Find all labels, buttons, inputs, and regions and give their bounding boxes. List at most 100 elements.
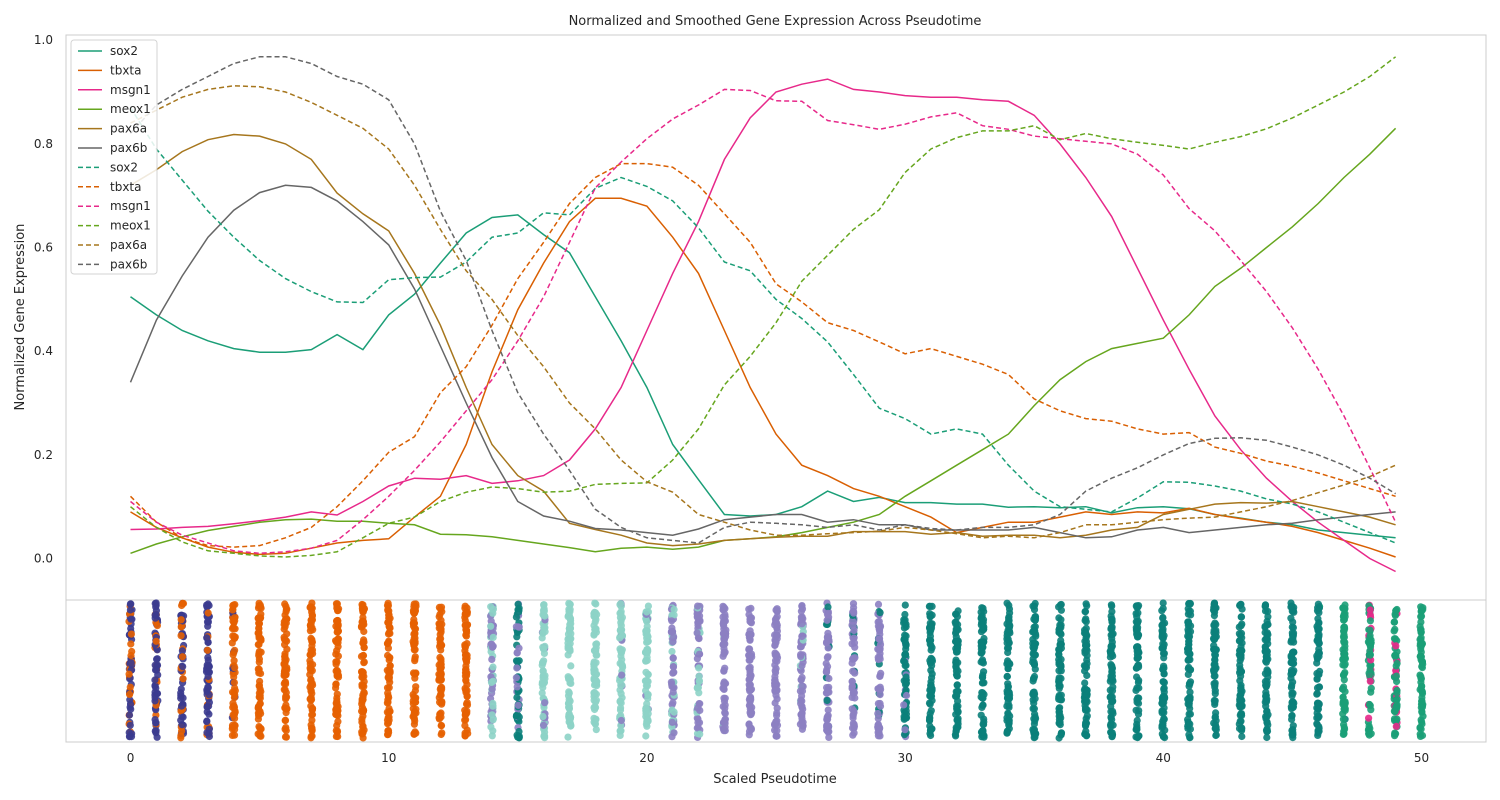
series-lines	[129, 56, 1397, 573]
cell-dot	[1289, 701, 1297, 709]
cell-dot	[1340, 623, 1348, 631]
cell-dot	[979, 616, 988, 624]
cell-dot	[1005, 719, 1013, 727]
cell-dot	[435, 624, 443, 632]
cell-dot	[1313, 659, 1321, 667]
cell-dot	[488, 655, 496, 664]
cell-strip	[1287, 599, 1298, 742]
legend-label: tbxta	[110, 63, 141, 77]
cell-dot	[1160, 693, 1168, 701]
cell-dot	[669, 669, 677, 677]
cell-dot	[255, 599, 263, 607]
cell-dot	[566, 715, 574, 723]
cell-strip	[1364, 601, 1375, 739]
cell-dot	[902, 632, 910, 640]
cell-dot	[670, 708, 678, 716]
x-tick-label: 10	[381, 751, 396, 765]
cell-dot	[1287, 614, 1295, 622]
cell-dot	[1186, 688, 1194, 696]
cell-dot	[1289, 722, 1297, 730]
expression-plot: 0.0 0.2 0.4 0.6 0.8 1.0	[34, 33, 1487, 601]
legend-label: pax6b	[110, 141, 147, 155]
cell-dot	[1005, 617, 1013, 625]
cell-dot	[1031, 690, 1039, 698]
cell-dot	[1057, 662, 1065, 670]
cell-dot	[333, 628, 341, 636]
cell-dot	[591, 703, 599, 711]
cell-dot	[1184, 656, 1192, 664]
cell-dot	[1210, 719, 1218, 727]
cell-dot	[694, 715, 702, 723]
cell-dot	[1261, 698, 1269, 706]
cell-dot	[1133, 663, 1141, 671]
cell-dot	[127, 659, 135, 667]
cell-dot	[644, 710, 652, 718]
cell-dot	[773, 605, 781, 613]
cell-dot	[1005, 622, 1013, 631]
cell-dot	[437, 709, 445, 717]
series-line-pax6a-dashed	[130, 85, 1396, 539]
cell-dot	[127, 651, 135, 660]
cell-dot	[254, 730, 262, 738]
cell-dot	[1418, 718, 1426, 726]
cell-dot	[849, 655, 857, 663]
cell-dot	[746, 636, 754, 644]
cell-dot	[541, 675, 549, 683]
cell-dot	[228, 731, 236, 740]
cell-dot	[1393, 659, 1401, 668]
cell-dot	[668, 611, 676, 619]
cell-dot	[900, 657, 908, 665]
cell-dot	[437, 730, 445, 739]
cell-dot	[1263, 678, 1271, 686]
cell-strip	[538, 601, 549, 742]
cell-dot	[798, 673, 806, 682]
cell-dot	[566, 645, 574, 653]
cell-dot	[977, 608, 985, 616]
cell-dot	[1417, 683, 1426, 691]
cell-dot	[332, 710, 340, 718]
cell-dot	[1186, 720, 1194, 728]
cell-strip	[1055, 600, 1066, 742]
cell-dot	[1340, 723, 1348, 732]
cell-dot	[1315, 671, 1323, 679]
cell-dot	[125, 711, 134, 719]
cell-dot	[1133, 654, 1141, 663]
cell-dot	[384, 692, 392, 700]
cell-dot	[1340, 633, 1348, 641]
cell-dot	[358, 618, 366, 626]
cell-dot	[696, 730, 704, 738]
cell-strip	[383, 599, 394, 739]
x-tick-label: 50	[1414, 751, 1429, 765]
cell-dot	[669, 688, 677, 696]
cell-dot	[127, 630, 135, 638]
cell-dot	[435, 675, 443, 684]
cell-dot	[539, 659, 547, 667]
series-line-pax6b-dashed	[129, 56, 1396, 544]
cell-dot	[1186, 600, 1194, 608]
cell-dot	[461, 711, 469, 719]
cell-dot	[1209, 606, 1218, 614]
cell-dot	[719, 719, 728, 727]
cell-dot	[798, 620, 806, 628]
cell-dot	[953, 705, 961, 713]
cell-dot	[1238, 732, 1246, 741]
cell-dot	[488, 685, 496, 693]
cell-dot	[1134, 617, 1142, 625]
cell-dot	[980, 720, 988, 729]
cell-dot	[1263, 733, 1271, 742]
cell-strip	[125, 600, 136, 741]
cell-dot	[1184, 621, 1192, 629]
cell-dot	[952, 648, 961, 656]
y-tick-label: 0.0	[34, 552, 53, 566]
cell-dot	[902, 673, 910, 681]
cell-dot	[1160, 715, 1168, 723]
cell-dot	[618, 662, 627, 670]
cell-dot	[1159, 614, 1167, 622]
cell-dot	[332, 658, 340, 666]
cell-dot	[617, 619, 625, 627]
cell-dot	[1031, 616, 1039, 624]
cell-dot	[721, 701, 729, 709]
cell-strip	[977, 604, 988, 741]
cell-strip	[1184, 599, 1195, 742]
cell-dot	[358, 674, 366, 682]
